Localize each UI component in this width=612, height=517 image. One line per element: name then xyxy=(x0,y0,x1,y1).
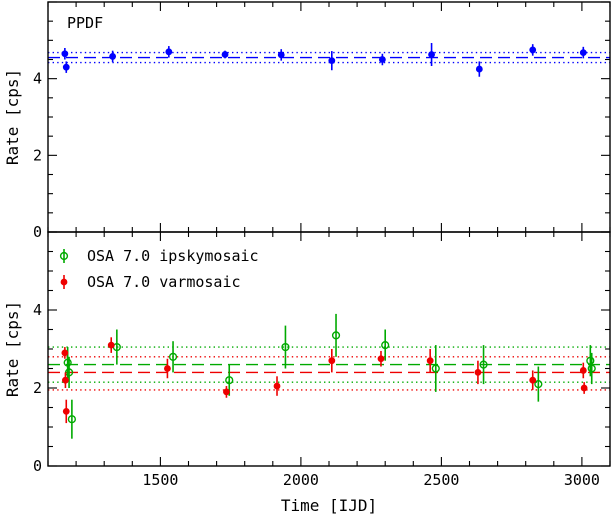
data-point xyxy=(579,49,587,56)
x-tick-label: 1500 xyxy=(142,471,178,489)
data-point xyxy=(107,341,115,349)
y-tick-label: 2 xyxy=(33,146,42,164)
data-point xyxy=(381,341,390,350)
data-point xyxy=(377,355,385,363)
x-axis-title: Time [IJD] xyxy=(281,496,377,515)
data-point xyxy=(61,349,69,357)
panel-annotation: PPDF xyxy=(67,14,103,32)
x-tick-label: 3000 xyxy=(564,471,600,489)
data-point xyxy=(67,415,76,424)
data-point xyxy=(109,53,117,60)
data-point xyxy=(474,369,482,376)
y-tick-label: 2 xyxy=(33,379,42,397)
series-ppdf xyxy=(61,43,587,77)
data-point xyxy=(63,358,72,367)
data-point xyxy=(165,48,173,56)
y-tick-label: 4 xyxy=(33,70,42,88)
data-point xyxy=(378,56,386,63)
data-point xyxy=(431,364,440,373)
data-point xyxy=(580,384,588,392)
data-point xyxy=(529,376,537,384)
data-point xyxy=(62,63,70,71)
series-osa-7-0-varmosaic xyxy=(61,337,588,424)
legend-entry: OSA 7.0 ipskymosaic xyxy=(59,247,259,265)
data-point xyxy=(586,356,595,365)
top-panel: 0 2 4 Rate [cps] PPDF xyxy=(3,1,611,241)
data-point xyxy=(479,360,488,369)
plot-frame xyxy=(47,1,611,233)
legend-label: OSA 7.0 ipskymosaic xyxy=(87,247,259,265)
y-axis-title: Rate [cps] xyxy=(3,301,22,397)
data-point xyxy=(529,46,537,54)
data-point xyxy=(277,51,285,59)
data-point xyxy=(428,51,435,58)
data-point xyxy=(62,408,70,415)
data-point xyxy=(534,380,543,389)
data-point xyxy=(223,388,230,396)
data-point xyxy=(273,382,281,390)
data-point xyxy=(328,357,336,365)
data-point xyxy=(426,357,434,365)
data-point xyxy=(225,376,234,385)
data-point xyxy=(579,367,587,374)
data-point xyxy=(168,352,178,361)
data-point xyxy=(475,65,483,73)
legend-marker xyxy=(59,251,69,261)
data-point xyxy=(164,365,171,372)
x-tick-label: 2500 xyxy=(423,471,459,489)
plot-frame xyxy=(47,231,611,467)
y-tick-label: 0 xyxy=(33,223,42,241)
series-osa-7-0-ipskymosaic xyxy=(63,313,596,439)
data-point xyxy=(328,57,336,65)
bottom-panel: 0 2 4 1500 2000 2500 3000 Rate [cps] Time [IJD] O… xyxy=(3,231,611,515)
y-tick-label: 0 xyxy=(33,457,42,475)
data-point xyxy=(221,51,229,58)
data-point xyxy=(331,331,341,340)
legend-label: OSA 7.0 varmosaic xyxy=(87,273,241,291)
legend-marker xyxy=(60,278,68,286)
data-point xyxy=(62,376,69,384)
data-point xyxy=(61,50,69,58)
data-point xyxy=(281,342,290,352)
legend-entry: OSA 7.0 varmosaic xyxy=(60,273,241,291)
data-point xyxy=(587,364,596,373)
y-axis-title: Rate [cps] xyxy=(3,69,22,165)
y-tick-label: 4 xyxy=(33,301,42,319)
x-tick-label: 2000 xyxy=(283,471,319,489)
